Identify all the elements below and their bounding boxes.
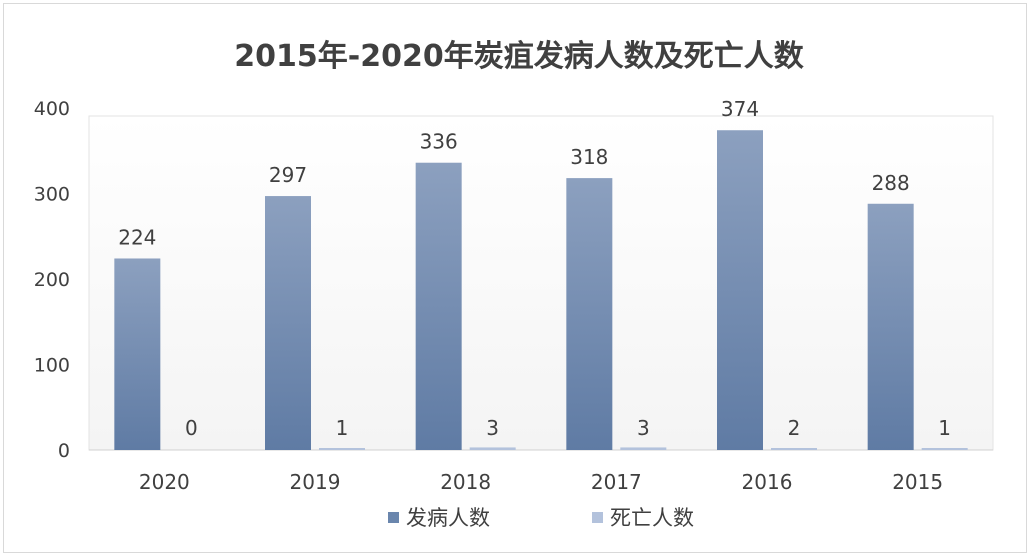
data-label: 0 bbox=[185, 416, 198, 440]
legend-swatch-deaths bbox=[592, 512, 603, 523]
data-label: 374 bbox=[721, 97, 759, 121]
bar-chart: 2015年-2020年炭疽发病人数及死亡人数 0 100 200 300 400 224… bbox=[34, 39, 994, 530]
bars-group bbox=[114, 130, 968, 451]
y-tick-label: 300 bbox=[34, 184, 70, 206]
data-label: 2 bbox=[788, 416, 801, 440]
bar-cases bbox=[717, 130, 763, 450]
bar-cases bbox=[415, 162, 462, 450]
x-tick-label: 2017 bbox=[591, 470, 642, 494]
x-tick-label: 2019 bbox=[290, 470, 341, 494]
x-tick-label: 2018 bbox=[440, 470, 491, 494]
y-tick-label: 100 bbox=[34, 355, 70, 377]
data-label: 1 bbox=[938, 416, 951, 440]
bar-cases bbox=[114, 258, 161, 450]
y-tick-label: 0 bbox=[58, 440, 70, 462]
y-tick-label: 200 bbox=[34, 269, 70, 291]
data-labels-group: 224 0 297 1 336 3 318 3 374 2 288 1 bbox=[118, 97, 951, 440]
x-tick-label: 2020 bbox=[139, 470, 190, 494]
chart-frame: 2015年-2020年炭疽发病人数及死亡人数 0 100 200 300 400 224… bbox=[3, 3, 1027, 553]
y-tick-label: 400 bbox=[34, 98, 70, 120]
bar-cases bbox=[265, 196, 311, 450]
bar-deaths bbox=[921, 448, 968, 450]
bar-deaths bbox=[771, 448, 817, 450]
data-label: 3 bbox=[486, 416, 499, 440]
data-label: 336 bbox=[420, 130, 458, 154]
chart-title: 2015年-2020年炭疽发病人数及死亡人数 bbox=[234, 39, 804, 74]
legend-label-deaths: 死亡人数 bbox=[610, 506, 694, 530]
data-label: 1 bbox=[336, 416, 349, 440]
bar-deaths bbox=[319, 448, 365, 450]
data-label: 3 bbox=[637, 416, 650, 440]
data-label: 318 bbox=[570, 145, 608, 169]
x-tick-label: 2015 bbox=[892, 470, 943, 494]
legend-swatch-cases bbox=[388, 512, 399, 523]
bar-cases bbox=[566, 178, 613, 451]
x-tick-label: 2016 bbox=[742, 470, 793, 494]
legend: 发病人数 死亡人数 bbox=[388, 506, 694, 530]
legend-label-cases: 发病人数 bbox=[406, 506, 490, 530]
y-axis: 0 100 200 300 400 bbox=[34, 98, 993, 462]
data-label: 297 bbox=[269, 163, 307, 187]
x-axis: 2020 2019 2018 2017 2016 2015 bbox=[139, 470, 943, 494]
data-label: 288 bbox=[872, 171, 910, 195]
bar-deaths bbox=[620, 447, 667, 450]
plot-area bbox=[88, 115, 994, 451]
bar-deaths bbox=[469, 447, 516, 450]
data-label: 224 bbox=[118, 225, 156, 249]
bar-cases bbox=[867, 203, 914, 450]
